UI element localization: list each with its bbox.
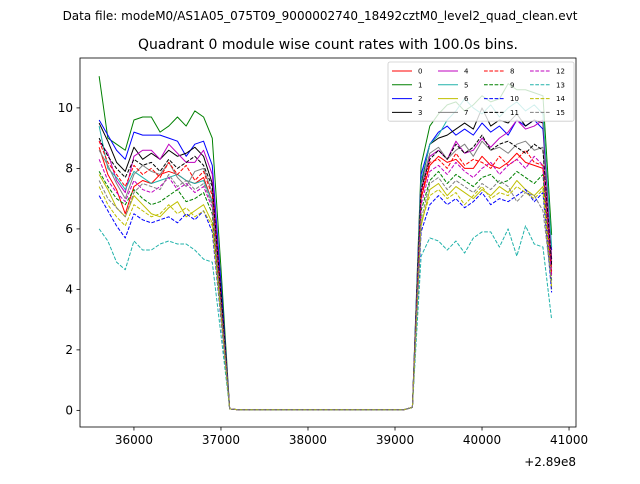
legend-label-6: 6 bbox=[464, 95, 469, 103]
chart-title: Quadrant 0 module wise count rates with … bbox=[138, 37, 518, 53]
legend-label-9: 9 bbox=[510, 81, 514, 89]
series-line-8 bbox=[98, 140, 553, 411]
legend-label-11: 11 bbox=[510, 109, 519, 117]
legend-label-1: 1 bbox=[418, 81, 422, 89]
y-tick-label: 2 bbox=[65, 343, 73, 357]
legend-box bbox=[387, 61, 575, 122]
legend-label-14: 14 bbox=[556, 95, 565, 103]
x-tick-label: 40000 bbox=[463, 433, 501, 447]
series-line-2 bbox=[98, 119, 553, 411]
series-line-10 bbox=[98, 189, 553, 411]
series-line-4 bbox=[98, 119, 553, 411]
legend-label-4: 4 bbox=[464, 68, 469, 76]
series-line-11 bbox=[98, 134, 553, 411]
series-line-15 bbox=[98, 173, 553, 411]
y-tick-label: 6 bbox=[65, 222, 73, 236]
legend-label-8: 8 bbox=[510, 68, 514, 76]
x-tick-label: 39000 bbox=[376, 433, 414, 447]
legend-label-2: 2 bbox=[418, 95, 422, 103]
series-line-9 bbox=[98, 170, 553, 411]
legend-label-0: 0 bbox=[418, 68, 422, 76]
series-line-0 bbox=[98, 147, 553, 411]
legend-label-15: 15 bbox=[556, 109, 565, 117]
series-line-12 bbox=[98, 155, 553, 411]
series-line-7 bbox=[98, 140, 553, 411]
legend-label-5: 5 bbox=[464, 81, 468, 89]
legend-label-7: 7 bbox=[464, 109, 468, 117]
series-line-1 bbox=[98, 76, 553, 411]
x-tick-label: 36000 bbox=[115, 433, 153, 447]
y-tick-label: 0 bbox=[65, 404, 73, 418]
series-line-3 bbox=[98, 107, 553, 411]
legend-label-13: 13 bbox=[556, 81, 565, 89]
legend-label-3: 3 bbox=[418, 109, 422, 117]
legend-label-12: 12 bbox=[556, 68, 565, 76]
chart-suptitle: Data file: modeM0/AS1A05_075T09_90000027… bbox=[63, 9, 578, 23]
series-line-6 bbox=[98, 174, 553, 411]
legend-label-10: 10 bbox=[510, 95, 519, 103]
y-tick-label: 4 bbox=[65, 283, 73, 297]
axes-frame bbox=[79, 57, 577, 428]
series-line-5 bbox=[98, 98, 553, 411]
series-line-13 bbox=[98, 225, 553, 411]
x-tick-label: 37000 bbox=[202, 433, 240, 447]
y-tick-label: 8 bbox=[65, 162, 73, 176]
y-tick-label: 10 bbox=[58, 101, 73, 115]
plot-area: 36000 37000 38000 39000 40000 410000246810+2.… bbox=[58, 57, 588, 469]
series-line-14 bbox=[98, 186, 553, 411]
x-tick-label: 38000 bbox=[289, 433, 327, 447]
x-tick-label: 41000 bbox=[550, 433, 588, 447]
x-offset-label: +2.89e8 bbox=[524, 455, 576, 469]
